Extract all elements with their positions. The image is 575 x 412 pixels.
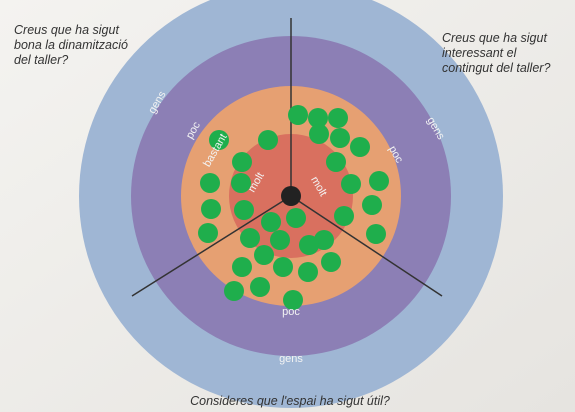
dot: [232, 257, 252, 277]
dot: [224, 281, 244, 301]
dot: [328, 108, 348, 128]
dot: [299, 235, 319, 255]
dot: [366, 224, 386, 244]
question-line: interessant el: [442, 46, 518, 60]
question-line: Creus que ha sigut: [14, 23, 119, 37]
dot: [308, 108, 328, 128]
dot: [250, 277, 270, 297]
dot: [350, 137, 370, 157]
dot: [200, 173, 220, 193]
question-line: Creus que ha sigut: [442, 31, 547, 45]
question-line: bona la dinamització: [14, 38, 128, 52]
dot: [261, 212, 281, 232]
dot: [240, 228, 260, 248]
dot: [201, 199, 221, 219]
dot: [298, 262, 318, 282]
dot: [341, 174, 361, 194]
dot: [309, 124, 329, 144]
dot: [198, 223, 218, 243]
dot: [258, 130, 278, 150]
dot: [273, 257, 293, 277]
dot: [234, 200, 254, 220]
dot: [334, 206, 354, 226]
dot: [326, 152, 346, 172]
dot: [369, 171, 389, 191]
dot: [209, 130, 229, 150]
ring-label: poc: [282, 306, 300, 318]
ring-label: gens: [279, 353, 303, 365]
question-line: del taller?: [14, 53, 68, 67]
dot: [321, 252, 341, 272]
dot: [362, 195, 382, 215]
dot: [288, 105, 308, 125]
question-3: Consideres que l'espai ha sigut útil?: [190, 394, 390, 408]
dividers: [131, 18, 443, 297]
dot: [232, 152, 252, 172]
question-line: contingut del taller?: [442, 61, 550, 75]
dot: [254, 245, 274, 265]
dot: [286, 208, 306, 228]
dot: [231, 173, 251, 193]
dot: [330, 128, 350, 148]
center: [281, 186, 301, 206]
voting-dots: [198, 105, 389, 310]
question-line: Consideres que l'espai ha sigut útil?: [190, 394, 390, 408]
dot: [270, 230, 290, 250]
dot: [283, 290, 303, 310]
